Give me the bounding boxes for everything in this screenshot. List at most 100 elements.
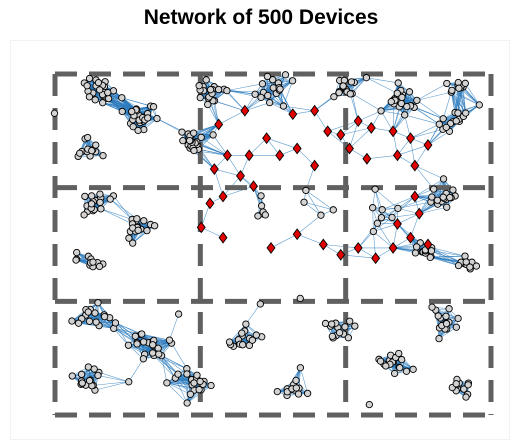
- edge: [212, 100, 245, 112]
- device-node: [68, 317, 76, 325]
- device-node: [377, 107, 385, 115]
- device-node: [344, 334, 353, 342]
- device-node: [104, 88, 112, 97]
- edge: [248, 137, 267, 156]
- device-node: [351, 322, 359, 330]
- edge: [349, 127, 372, 149]
- highlighted-device-node: [423, 139, 433, 151]
- edge: [397, 144, 429, 156]
- grid-layer: [52, 71, 494, 418]
- device-node: [73, 248, 81, 257]
- edge: [465, 83, 480, 106]
- highlighted-device-node: [353, 241, 363, 254]
- highlighted-device-node: [244, 149, 254, 162]
- edge: [430, 257, 459, 266]
- device-node: [99, 99, 107, 107]
- device-node: [183, 370, 191, 378]
- highlighted-device-node: [292, 142, 302, 155]
- device-node: [179, 137, 187, 145]
- device-node: [91, 96, 99, 104]
- highlighted-device-node: [406, 231, 415, 244]
- edge: [391, 196, 416, 218]
- device-node: [435, 120, 443, 128]
- device-node: [442, 123, 450, 131]
- device-node: [193, 371, 201, 379]
- device-node: [97, 205, 105, 213]
- device-node: [378, 206, 386, 214]
- highlighted-device-node: [218, 231, 228, 244]
- edge: [283, 105, 315, 112]
- highlighted-device-node: [240, 104, 250, 117]
- highlighted-device-node: [406, 132, 415, 145]
- device-node: [148, 349, 157, 357]
- device-node: [257, 202, 266, 210]
- edge: [314, 110, 328, 132]
- device-node: [362, 74, 371, 82]
- device-node: [335, 329, 344, 337]
- edge: [431, 250, 466, 257]
- device-node: [302, 186, 310, 195]
- edge: [166, 382, 191, 395]
- edge: [391, 213, 420, 218]
- device-node: [269, 76, 277, 84]
- device-node: [464, 381, 472, 389]
- device-node: [266, 98, 274, 107]
- device-node: [460, 385, 468, 393]
- device-node: [92, 141, 100, 149]
- highlighted-device-node: [323, 125, 333, 138]
- highlighted-device-node: [410, 159, 420, 172]
- device-node: [462, 109, 470, 117]
- device-node: [276, 85, 284, 93]
- device-node: [413, 96, 421, 105]
- device-node: [401, 111, 409, 119]
- device-node: [143, 226, 151, 235]
- highlighted-device-node: [345, 142, 354, 155]
- device-node: [209, 131, 217, 139]
- device-node: [195, 82, 203, 90]
- highlighted-device-node: [218, 190, 228, 203]
- edge: [153, 355, 176, 379]
- edge: [416, 83, 447, 101]
- edge: [266, 137, 298, 149]
- edge: [110, 198, 133, 220]
- device-node: [371, 185, 379, 193]
- edge: [189, 124, 219, 141]
- device-node: [96, 86, 104, 94]
- device-node: [257, 93, 265, 102]
- device-node: [435, 334, 443, 343]
- device-node: [430, 185, 438, 193]
- device-node: [452, 380, 460, 388]
- edge: [110, 198, 138, 219]
- highlighted-device-node: [249, 180, 259, 193]
- edge: [416, 100, 444, 119]
- highlighted-device-node: [205, 197, 215, 210]
- device-node: [190, 379, 198, 387]
- edge: [372, 207, 374, 232]
- device-node: [90, 365, 98, 373]
- edge: [107, 92, 132, 112]
- device-node: [92, 318, 100, 326]
- device-node: [339, 82, 347, 90]
- edge: [279, 88, 294, 115]
- device-node: [442, 319, 451, 328]
- device-node: [273, 387, 281, 396]
- edge: [451, 90, 480, 106]
- device-node: [369, 227, 378, 236]
- device-node: [452, 117, 460, 125]
- device-node: [124, 341, 133, 349]
- device-node: [347, 78, 356, 86]
- device-node: [165, 336, 174, 344]
- device-node: [190, 129, 198, 137]
- edge: [352, 93, 382, 112]
- device-node: [149, 341, 157, 349]
- edge: [414, 107, 440, 125]
- highlighted-device-node: [336, 128, 346, 141]
- device-node: [96, 198, 104, 207]
- edge: [141, 333, 170, 341]
- highlighted-device-node: [318, 238, 328, 251]
- device-node: [85, 74, 94, 83]
- edge: [431, 247, 466, 257]
- device-node: [251, 90, 259, 98]
- device-node: [207, 381, 215, 390]
- device-node: [68, 372, 76, 380]
